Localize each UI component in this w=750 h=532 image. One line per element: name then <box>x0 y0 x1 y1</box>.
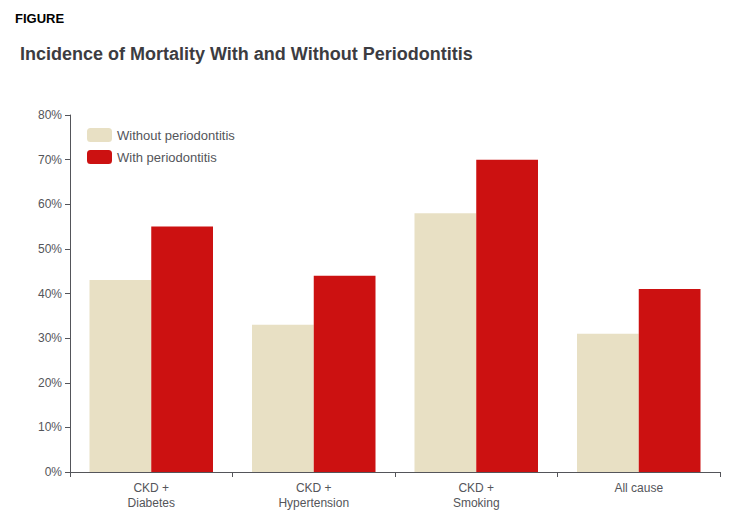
svg-text:CKD +: CKD + <box>133 481 169 495</box>
svg-text:Diabetes: Diabetes <box>128 496 175 510</box>
svg-text:All cause: All cause <box>614 481 663 495</box>
svg-text:60%: 60% <box>38 197 62 211</box>
svg-text:Hypertension: Hypertension <box>278 496 349 510</box>
svg-text:70%: 70% <box>38 153 62 167</box>
svg-text:50%: 50% <box>38 242 62 256</box>
svg-text:0%: 0% <box>45 465 63 479</box>
svg-text:Without periodontitis: Without periodontitis <box>117 128 235 143</box>
svg-text:10%: 10% <box>38 420 62 434</box>
svg-text:40%: 40% <box>38 287 62 301</box>
svg-text:Smoking: Smoking <box>453 496 500 510</box>
svg-text:20%: 20% <box>38 376 62 390</box>
svg-text:CKD +: CKD + <box>296 481 332 495</box>
svg-text:FIGURE: FIGURE <box>15 11 64 26</box>
svg-text:CKD +: CKD + <box>458 481 494 495</box>
svg-text:With periodontitis: With periodontitis <box>117 150 217 165</box>
svg-text:Incidence of Mortality With an: Incidence of Mortality With and Without … <box>20 44 473 64</box>
svg-text:30%: 30% <box>38 331 62 345</box>
svg-text:80%: 80% <box>38 108 62 122</box>
